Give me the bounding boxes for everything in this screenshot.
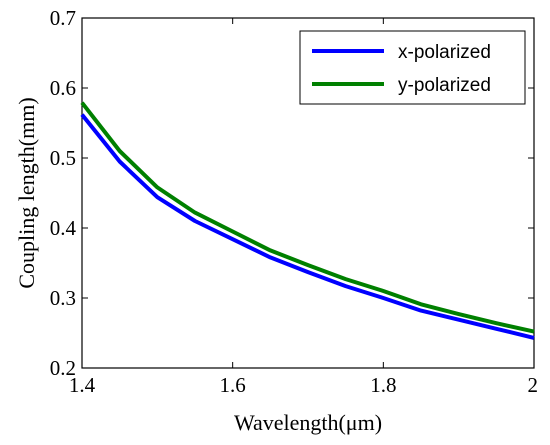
x-tick-label: 1.6	[220, 373, 246, 397]
series-line-y-polarized	[80, 101, 535, 334]
axis-ticks	[81, 17, 535, 369]
y-axis-title: Coupling length(mm)	[14, 97, 39, 288]
y-tick-label: 0.4	[50, 216, 77, 240]
y-tick-label: 0.7	[50, 6, 76, 30]
legend-label-y-polarized: y-polarized	[398, 75, 491, 96]
series-line-x-polarized	[80, 113, 535, 340]
x-tick-label: 1.4	[69, 373, 96, 397]
y-tick-label: 0.6	[50, 76, 76, 100]
series-lines	[80, 101, 535, 340]
legend: x-polarized y-polarized	[299, 30, 526, 105]
y-tick-label: 0.2	[50, 356, 76, 380]
legend-label-x-polarized: x-polarized	[398, 42, 491, 63]
y-tick-label: 0.3	[50, 286, 76, 310]
axis-tick-labels: 1.4 1.6 1.8 2 0.2 0.3 0.4 0.5 0.6 0.7	[50, 6, 538, 397]
y-tick-label: 0.5	[50, 146, 76, 170]
x-axis-title: Wavelength(μm)	[234, 410, 382, 435]
legend-box	[299, 30, 526, 105]
x-tick-label: 1.8	[370, 373, 396, 397]
x-tick-label: 2	[528, 373, 539, 397]
